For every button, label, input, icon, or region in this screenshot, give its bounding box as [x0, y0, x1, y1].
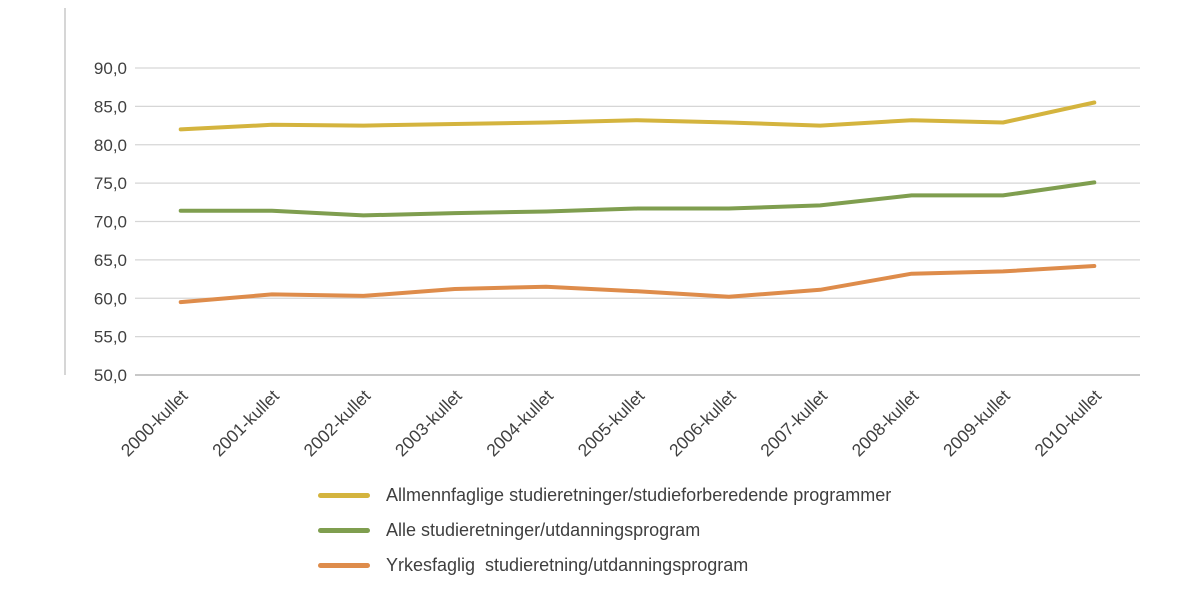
- x-tick-label: 2005-kullet: [574, 386, 649, 461]
- y-tick-label: 80,0: [94, 136, 127, 155]
- x-tick-label: 2000-kullet: [117, 386, 192, 461]
- legend: Allmennfaglige studieretninger/studiefor…: [318, 484, 891, 576]
- legend-item-yrkesfaglig: Yrkesfaglig studieretning/utdanningsprog…: [318, 554, 891, 576]
- y-tick-label: 75,0: [94, 174, 127, 193]
- legend-swatch-orange-line: [318, 562, 370, 568]
- legend-item-allmennfaglige: Allmennfaglige studieretninger/studiefor…: [318, 484, 891, 506]
- y-tick-label: 65,0: [94, 251, 127, 270]
- x-tick-label: 2007-kullet: [756, 386, 831, 461]
- x-tick-label: 2006-kullet: [665, 386, 740, 461]
- series-line-1: [178, 180, 1097, 218]
- x-tick-label: 2004-kullet: [482, 386, 557, 461]
- y-tick-label: 60,0: [94, 289, 127, 308]
- x-tick-label: 2009-kullet: [939, 386, 1014, 461]
- x-tick-label: 2003-kullet: [391, 386, 466, 461]
- y-tick-label: 90,0: [94, 59, 127, 78]
- x-tick-label: 2008-kullet: [848, 386, 923, 461]
- legend-item-alle: Alle studieretninger/utdanningsprogram: [318, 519, 891, 541]
- x-tick-label: 2001-kullet: [208, 386, 283, 461]
- series-line-2: [178, 264, 1097, 305]
- x-tick-label: 2002-kullet: [300, 386, 375, 461]
- legend-label-allmennfaglige: Allmennfaglige studieretninger/studiefor…: [386, 484, 892, 505]
- y-tick-label: 70,0: [94, 213, 127, 232]
- legend-label-yrkesfaglig: Yrkesfaglig studieretning/utdanningsprog…: [386, 554, 749, 575]
- x-tick-label: 2010-kullet: [1030, 386, 1105, 461]
- legend-swatch-yellow-line: [318, 492, 370, 498]
- y-tick-label: 55,0: [94, 328, 127, 347]
- legend-label-alle: Alle studieretninger/utdanningsprogram: [386, 519, 701, 540]
- series-line-0: [178, 100, 1097, 132]
- legend-swatch-green-line: [318, 527, 370, 533]
- y-tick-label: 50,0: [94, 366, 127, 385]
- y-tick-label: 85,0: [94, 97, 127, 116]
